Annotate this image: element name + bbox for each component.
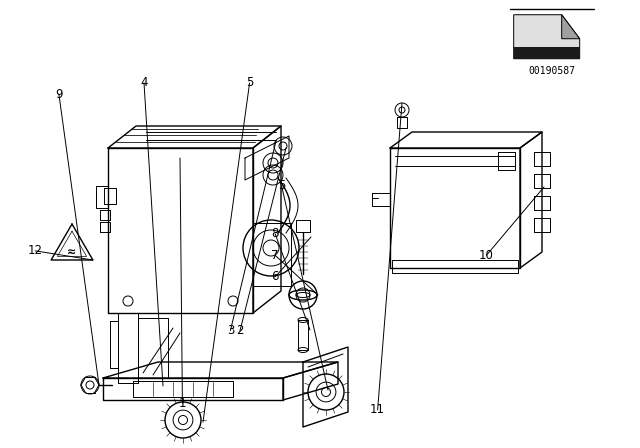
Text: 5: 5 [246, 76, 253, 90]
Polygon shape [514, 15, 580, 59]
Text: 6: 6 [271, 270, 279, 284]
Text: 12: 12 [28, 244, 43, 258]
Text: 9: 9 [55, 87, 63, 101]
Polygon shape [514, 47, 580, 59]
Text: 11: 11 [370, 403, 385, 417]
Polygon shape [562, 15, 580, 39]
Text: 3: 3 [227, 324, 234, 337]
Text: 2: 2 [236, 324, 244, 337]
Text: 8: 8 [271, 227, 279, 241]
Text: 1: 1 [179, 396, 186, 410]
Text: 10: 10 [479, 249, 494, 262]
Text: ≈: ≈ [67, 247, 77, 257]
Text: 00190587: 00190587 [528, 66, 575, 76]
Text: 4: 4 [140, 76, 148, 90]
Text: 5: 5 [278, 179, 285, 193]
Text: 7: 7 [271, 249, 279, 262]
